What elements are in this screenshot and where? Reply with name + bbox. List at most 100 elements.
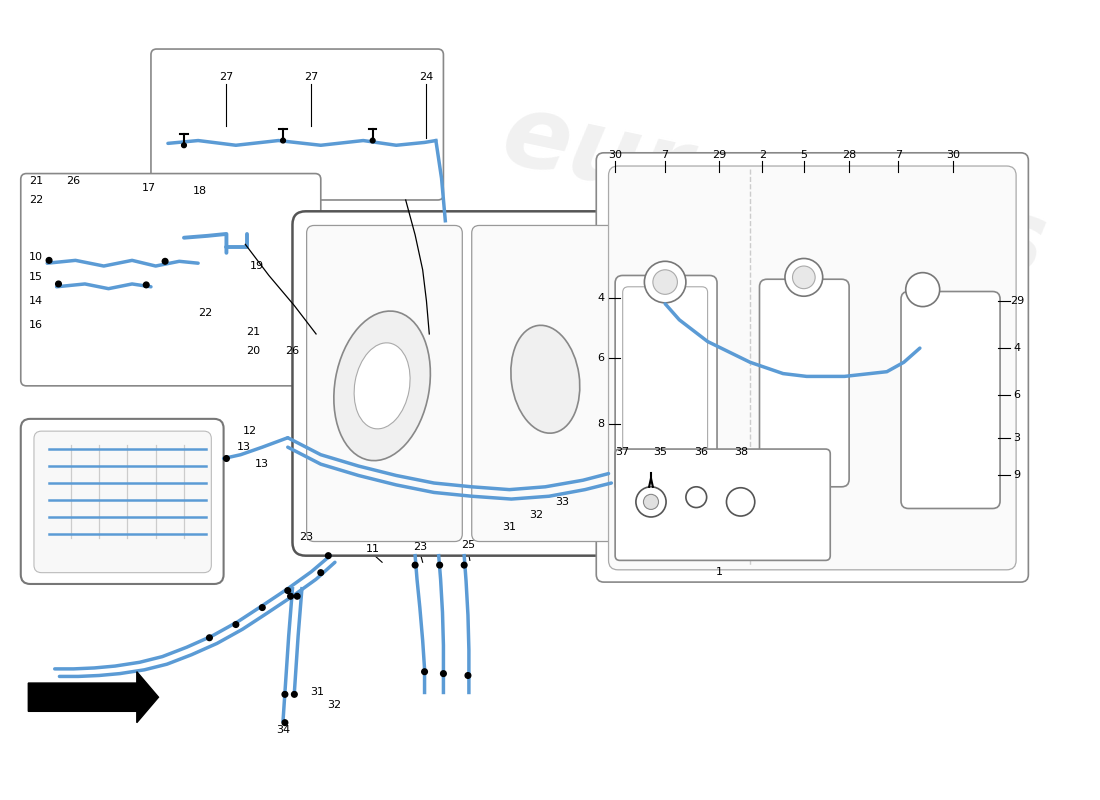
Text: 13: 13	[255, 459, 270, 469]
Text: 11: 11	[365, 544, 380, 554]
Text: 20: 20	[245, 346, 260, 356]
Text: 30: 30	[608, 150, 623, 160]
Text: 1: 1	[715, 566, 723, 577]
Text: 9: 9	[1013, 470, 1021, 481]
Text: a partsinfo part diagram: a partsinfo part diagram	[362, 383, 675, 567]
Text: 7: 7	[894, 150, 902, 160]
Text: 25: 25	[461, 540, 475, 550]
Circle shape	[280, 138, 285, 143]
Text: 23: 23	[299, 532, 314, 542]
Circle shape	[163, 258, 168, 264]
Text: 14: 14	[29, 296, 43, 306]
Text: 37: 37	[616, 447, 629, 457]
Circle shape	[46, 258, 52, 263]
FancyBboxPatch shape	[21, 419, 223, 584]
Text: 4: 4	[1013, 343, 1021, 353]
Circle shape	[792, 266, 815, 289]
Circle shape	[326, 553, 331, 558]
Text: 30: 30	[946, 150, 960, 160]
Circle shape	[288, 594, 294, 599]
Text: 10: 10	[29, 251, 43, 262]
Text: 32: 32	[327, 700, 341, 710]
Text: 23: 23	[412, 542, 427, 552]
Circle shape	[465, 673, 471, 678]
Text: 29: 29	[1010, 296, 1024, 306]
Text: 16: 16	[29, 319, 43, 330]
Text: europarts: europarts	[493, 87, 1054, 298]
Circle shape	[726, 488, 755, 516]
Text: 21: 21	[29, 176, 43, 186]
Circle shape	[223, 456, 229, 462]
Circle shape	[207, 635, 212, 641]
Circle shape	[421, 669, 428, 674]
Text: 34: 34	[276, 726, 290, 735]
Text: 27: 27	[219, 72, 233, 82]
Circle shape	[905, 273, 939, 306]
Text: 3: 3	[1013, 433, 1021, 442]
Text: 2: 2	[759, 150, 766, 160]
FancyBboxPatch shape	[472, 226, 637, 542]
Circle shape	[441, 670, 447, 677]
Text: 19: 19	[250, 261, 264, 271]
Text: 6: 6	[597, 353, 605, 362]
Circle shape	[371, 138, 375, 143]
Circle shape	[143, 282, 150, 288]
Circle shape	[282, 691, 288, 697]
Text: 33: 33	[556, 497, 570, 507]
FancyBboxPatch shape	[34, 431, 211, 573]
Text: 6: 6	[1013, 390, 1021, 400]
Text: 36: 36	[694, 447, 708, 457]
Text: 7: 7	[661, 150, 669, 160]
Circle shape	[785, 258, 823, 296]
Circle shape	[292, 691, 297, 697]
Text: 18: 18	[192, 186, 207, 195]
Text: 28: 28	[842, 150, 856, 160]
Text: 21: 21	[245, 327, 260, 337]
Text: 26: 26	[66, 176, 80, 186]
Text: 31: 31	[503, 522, 517, 532]
FancyBboxPatch shape	[596, 153, 1028, 582]
FancyBboxPatch shape	[151, 49, 443, 200]
Text: 22: 22	[198, 308, 212, 318]
Circle shape	[645, 262, 686, 303]
Circle shape	[686, 486, 706, 507]
Circle shape	[182, 143, 186, 148]
FancyBboxPatch shape	[21, 174, 321, 386]
FancyBboxPatch shape	[293, 211, 647, 556]
Text: 32: 32	[529, 510, 543, 520]
Circle shape	[56, 281, 62, 286]
FancyBboxPatch shape	[307, 226, 462, 542]
Ellipse shape	[354, 343, 410, 429]
FancyBboxPatch shape	[759, 279, 849, 486]
FancyBboxPatch shape	[615, 275, 717, 493]
Circle shape	[295, 594, 300, 599]
Circle shape	[437, 562, 442, 568]
Circle shape	[653, 270, 678, 294]
Text: 22: 22	[29, 195, 43, 205]
Polygon shape	[29, 672, 158, 722]
Circle shape	[644, 494, 659, 510]
Text: 12: 12	[243, 426, 257, 436]
Text: 8: 8	[597, 418, 605, 429]
Circle shape	[412, 562, 418, 568]
Text: 24: 24	[419, 72, 433, 82]
Circle shape	[461, 562, 468, 568]
FancyBboxPatch shape	[615, 449, 830, 560]
Ellipse shape	[333, 311, 430, 461]
Text: 13: 13	[236, 442, 251, 452]
Text: 27: 27	[305, 72, 319, 82]
Text: 4: 4	[597, 293, 605, 303]
Text: 29: 29	[712, 150, 726, 160]
Text: 15: 15	[29, 272, 43, 282]
Text: 26: 26	[285, 346, 299, 356]
Text: 38: 38	[735, 447, 749, 457]
Circle shape	[285, 588, 290, 594]
Circle shape	[318, 570, 323, 575]
Text: 17: 17	[142, 182, 156, 193]
Text: 35: 35	[653, 447, 668, 457]
FancyBboxPatch shape	[608, 166, 1016, 570]
Text: 31: 31	[310, 687, 324, 698]
Circle shape	[260, 605, 265, 610]
Ellipse shape	[510, 326, 580, 433]
Circle shape	[233, 622, 239, 627]
